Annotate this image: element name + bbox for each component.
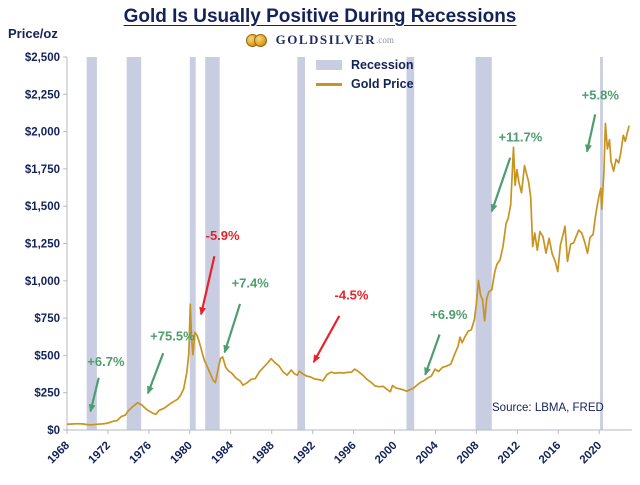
y-tick-label: $2,000: [25, 127, 60, 139]
x-tick-label: 1976: [127, 440, 154, 467]
annotation-arrow: [312, 315, 341, 363]
gold-price-chart: $0 $250 $500 $750 $1,000 $1,250 $1,500 $1,750 $2…: [25, 52, 632, 467]
annotation-label: +75.5%: [150, 329, 195, 344]
recession-band: [86, 57, 97, 430]
annotation-label: +6.7%: [87, 354, 125, 369]
x-tick-label: 1992: [291, 440, 318, 467]
recession-swatch: [316, 60, 342, 70]
recession-band: [600, 57, 603, 430]
annotation-arrow: [199, 255, 216, 316]
annotation-label: +7.4%: [232, 276, 270, 291]
y-tick-label: $1,250: [25, 239, 60, 251]
x-tick-label: 1984: [209, 439, 236, 466]
gold-price-line: [66, 122, 630, 426]
annotation-arrow: [146, 352, 165, 395]
goldsilver-logo: GOLDSILVER.com: [0, 33, 640, 47]
source-note: Source: LBMA, FRED: [492, 402, 604, 414]
x-tick-label: 2004: [414, 439, 441, 466]
chart-title: Gold Is Usually Positive During Recessio…: [123, 6, 517, 27]
recession-band: [189, 57, 196, 430]
annotation-label: -5.9%: [206, 228, 240, 243]
gold-price-swatch: [316, 82, 342, 86]
legend-label-gold-price: Gold Price: [351, 77, 414, 91]
annotation-label: +6.9%: [430, 307, 468, 322]
recession-band: [406, 57, 415, 430]
logo-tld: .com: [376, 35, 394, 45]
y-tick-label: $500: [34, 350, 60, 362]
annotation-label: +5.8%: [582, 88, 620, 103]
y-tick-label: $250: [34, 388, 60, 400]
x-tick-label: 2012: [496, 440, 523, 467]
recession-band: [297, 57, 305, 430]
recession-band: [126, 57, 142, 430]
logo-text: GOLDSILVER: [275, 32, 377, 47]
recession-band: [205, 57, 220, 430]
x-tick-label: 2000: [373, 440, 400, 467]
x-tick-label: 2020: [578, 440, 605, 467]
x-tick-label: 1996: [332, 440, 359, 467]
annotation-label: -4.5%: [335, 288, 369, 303]
legend: Recession Gold Price: [316, 58, 414, 96]
annotation-arrow: [223, 303, 242, 354]
legend-item-gold-price: Gold Price: [316, 77, 414, 91]
annotation-label: +11.7%: [499, 129, 543, 144]
silver-coin-icon: [254, 33, 268, 47]
x-tick-label: 1968: [46, 439, 73, 466]
y-tick-label: $1,750: [25, 164, 60, 176]
annotation-arrow: [88, 377, 100, 413]
y-axis-title: Price/oz: [8, 26, 58, 41]
y-tick-label: $1,000: [25, 276, 60, 288]
recession-band: [475, 57, 492, 430]
x-tick-label: 1972: [86, 440, 113, 467]
legend-item-recession: Recession: [316, 58, 414, 72]
annotation-arrow: [585, 114, 597, 153]
x-tick-label: 2008: [455, 439, 482, 466]
y-tick-label: $2,250: [25, 89, 60, 101]
annotation-arrow: [490, 157, 512, 213]
y-tick-label: $0: [47, 425, 60, 437]
annotation-arrow: [424, 334, 441, 376]
y-tick-label: $1,500: [25, 201, 60, 213]
x-tick-label: 2016: [537, 440, 564, 467]
x-tick-label: 1980: [168, 440, 195, 467]
x-tick-label: 1988: [250, 439, 277, 466]
y-tick-label: $750: [34, 313, 60, 325]
y-tick-label: $2,500: [25, 52, 60, 64]
legend-label-recession: Recession: [351, 58, 414, 72]
